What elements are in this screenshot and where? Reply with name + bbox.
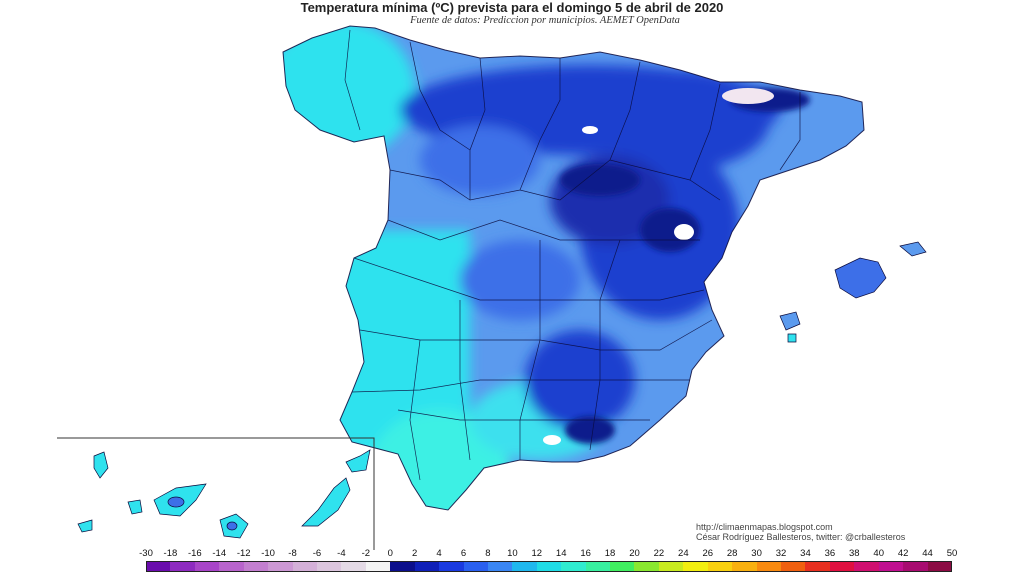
- credits-author: César Rodríguez Ballesteros, twitter: @c…: [696, 532, 906, 542]
- scale-swatch: [146, 561, 171, 572]
- scale-tick-label: 32: [775, 548, 787, 559]
- scale-swatch: [634, 561, 660, 572]
- scale-tick-label: 50: [946, 548, 958, 559]
- scale-tick-label: 14: [555, 548, 567, 559]
- scale-swatch: [536, 561, 562, 572]
- scale-tick-label: 16: [580, 548, 591, 559]
- scale-tick-label: 12: [531, 548, 543, 559]
- scale-swatch: [292, 561, 318, 572]
- scale-swatch: [707, 561, 733, 572]
- scale-tick-label: 0: [387, 548, 393, 559]
- scale-tick-label: 6: [460, 548, 467, 559]
- canary-islands-inset: [57, 437, 375, 550]
- scale-swatch: [268, 561, 294, 572]
- scale-tick-label: -2: [361, 548, 371, 559]
- scale-frame: [146, 561, 952, 572]
- scale-swatch: [781, 561, 806, 572]
- scale-tick-label: 44: [922, 548, 933, 559]
- scale-swatch: [341, 561, 367, 572]
- scale-swatch: [439, 561, 464, 572]
- province-borders: [282, 25, 865, 511]
- credits: http://climaenmapas.blogspot.com César R…: [696, 522, 905, 542]
- scale-tick-label: 34: [800, 548, 811, 559]
- scale-tick-label: 38: [849, 548, 860, 559]
- balearic-islands: [779, 241, 927, 343]
- scale-tick-label: 4: [436, 548, 442, 559]
- scale-swatch: [463, 561, 489, 572]
- scale-swatch: [927, 561, 953, 572]
- scale-swatch: [805, 561, 831, 572]
- temperature-color-scale: -30 -18 -16 -14 -12 -10 -8 -6 -4 -2 0 2 4 6 8 10 12 14 16 1…: [139, 548, 957, 576]
- scale-tick-label: 10: [507, 548, 518, 559]
- map-title: Temperatura mínima (ºC) prevista para el…: [300, 0, 724, 15]
- scale-tick-label: 24: [678, 548, 689, 559]
- scale-swatch: [732, 561, 758, 572]
- scale-tick-label: 28: [726, 548, 738, 559]
- scale-swatch: [219, 561, 245, 572]
- scale-tick-label: -4: [337, 548, 346, 559]
- scale-tick-label: 2: [412, 548, 418, 559]
- scale-tick-label: -12: [236, 548, 251, 559]
- scale-tick-label: 18: [604, 548, 616, 559]
- scale-swatch: [194, 561, 220, 572]
- scale-tick-label: 22: [653, 548, 665, 559]
- scale-tick-label: 20: [629, 548, 640, 559]
- scale-swatch: [243, 561, 269, 572]
- scale-tick-label: -14: [212, 548, 227, 559]
- scale-tick-label: -16: [187, 548, 202, 559]
- scale-tick-label: 8: [485, 548, 491, 559]
- scale-swatch: [658, 561, 684, 572]
- scale-swatch: [854, 561, 880, 572]
- scale-swatch: [365, 561, 391, 572]
- scale-tick-label: 42: [897, 548, 909, 559]
- scale-tick-label: 40: [873, 548, 884, 559]
- scale-swatch: [903, 561, 929, 572]
- scale-swatch: [561, 561, 587, 572]
- scale-swatch: [487, 561, 513, 572]
- scale-swatch: [170, 561, 196, 572]
- scale-tick-label: 30: [751, 548, 762, 559]
- scale-swatch: [512, 561, 538, 572]
- scale-swatch: [756, 561, 782, 572]
- scale-tick-label: 36: [824, 548, 836, 559]
- scale-swatch: [390, 561, 416, 572]
- scale-swatch: [585, 561, 611, 572]
- credits-url: http://climaenmapas.blogspot.com: [696, 522, 833, 532]
- scale-swatch: [683, 561, 709, 572]
- peninsula-temperature-field: [283, 26, 864, 510]
- scale-tick-label: -6: [312, 548, 322, 559]
- scale-swatch: [610, 561, 635, 572]
- scale-tick-label: -30: [139, 548, 153, 559]
- scale-swatch: [878, 561, 904, 572]
- scale-swatch: [414, 561, 440, 572]
- scale-tick-label: -18: [163, 548, 178, 559]
- scale-tick-label: -10: [261, 548, 275, 559]
- scale-tick-label: -8: [288, 548, 297, 559]
- scale-tick-label: 26: [702, 548, 714, 559]
- map-subtitle: Fuente de datos: Prediccion por municipi…: [410, 15, 680, 26]
- scale-swatch: [829, 561, 855, 572]
- scale-swatch: [316, 561, 342, 572]
